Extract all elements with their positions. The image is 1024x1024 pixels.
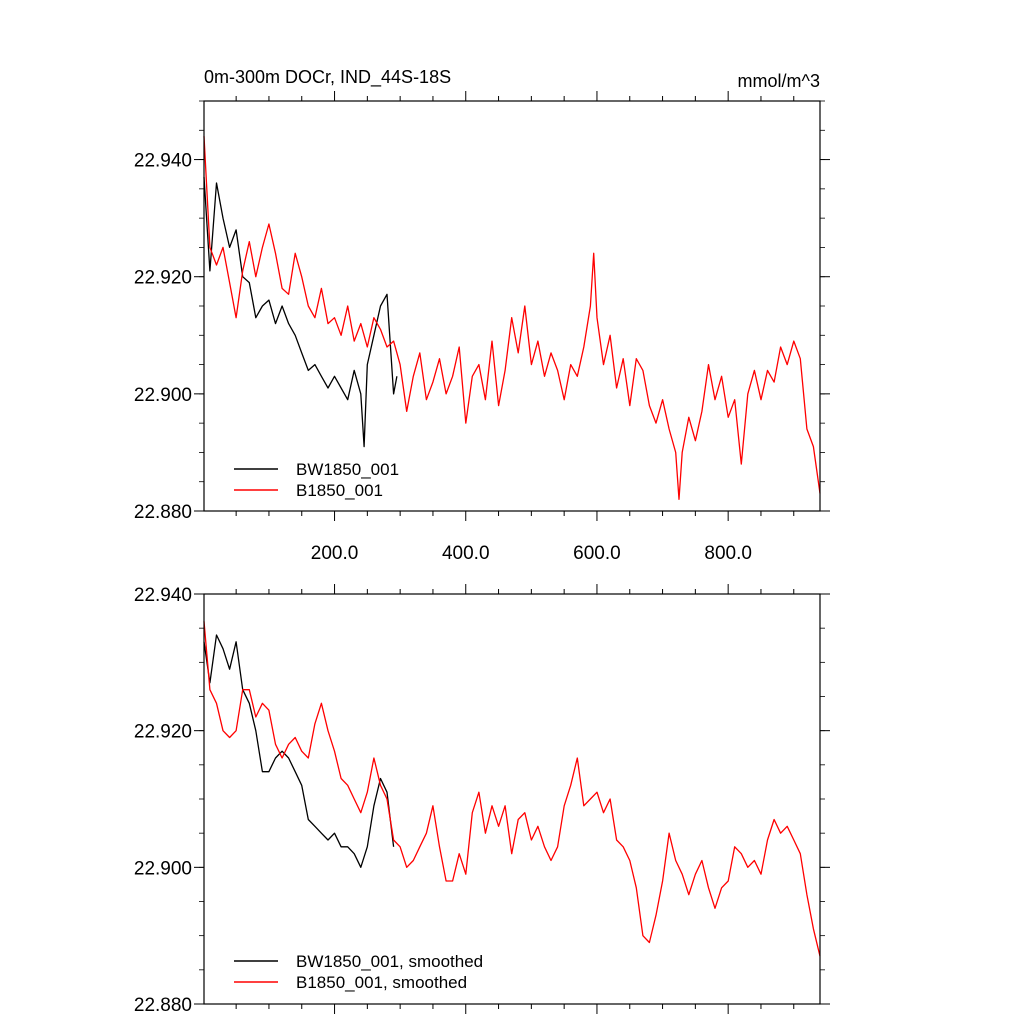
bottom-series-line-0	[203, 634, 395, 868]
top-chart-title: 0m-300m DOCr, IND_44S-18S	[204, 67, 451, 88]
top-xtick-label-0: 200.0	[311, 543, 359, 564]
bottom-series-group	[203, 621, 821, 957]
top-legend-label-b1850: B1850_001	[296, 481, 383, 500]
bottom-ytick-label-2: 22.920	[134, 722, 192, 743]
top-legend: BW1850_001 B1850_001	[234, 460, 399, 500]
top-axis-ticks: 22.880 22.900 22.920 22.940 200.0 400.0 600.0 8…	[134, 91, 830, 564]
bottom-axis-ticks: 22.880 22.900 22.920 22.940	[134, 584, 830, 1016]
top-xtick-label-2: 600.0	[573, 543, 621, 564]
top-series-line-0	[203, 177, 398, 448]
top-xtick-label-3: 800.0	[704, 543, 752, 564]
bottom-ytick-label-1: 22.900	[134, 858, 192, 879]
top-chart-units: mmol/m^3	[738, 71, 820, 91]
bottom-legend-label-b1850: B1850_001, smoothed	[296, 973, 467, 992]
bottom-legend: BW1850_001, smoothed B1850_001, smoothed	[234, 952, 483, 992]
top-ytick-label-2: 22.920	[134, 268, 192, 289]
top-plot-frame	[203, 100, 821, 512]
top-ytick-label-0: 22.880	[134, 502, 192, 523]
top-ytick-label-3: 22.940	[134, 151, 192, 172]
top-legend-label-bw1850: BW1850_001	[296, 460, 399, 479]
bottom-plot-frame	[203, 593, 821, 1005]
top-series-group	[203, 136, 821, 500]
top-panel: 0m-300m DOCr, IND_44S-18S mmol/m^3 22.88…	[134, 67, 830, 564]
top-xtick-label-1: 400.0	[442, 543, 490, 564]
top-series-line-1	[203, 136, 821, 500]
bottom-ytick-label-0: 22.880	[134, 995, 192, 1016]
bottom-panel: 22.880 22.900 22.920 22.940 BW1850_001, smo…	[134, 584, 830, 1016]
bottom-ytick-label-3: 22.940	[134, 585, 192, 606]
bottom-legend-label-bw1850: BW1850_001, smoothed	[296, 952, 483, 971]
bottom-series-line-1	[203, 621, 821, 957]
top-ytick-label-1: 22.900	[134, 385, 192, 406]
